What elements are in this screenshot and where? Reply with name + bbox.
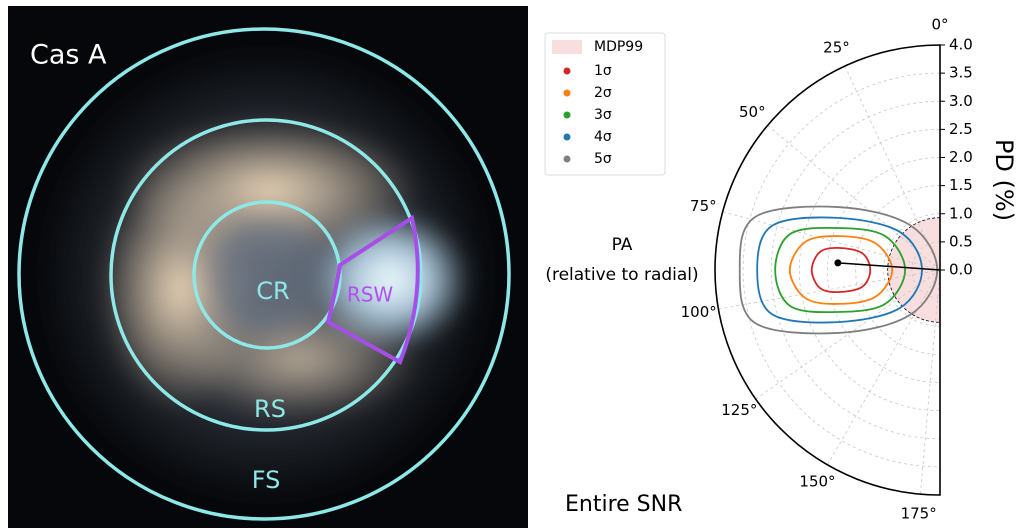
y-tick-label: 4.0 [949,36,973,54]
y-tick-label: 1.5 [949,176,973,194]
x-tick-label: 25° [823,38,850,56]
nebula [36,45,496,505]
contour [812,248,871,292]
x-tick-label: 75° [690,197,717,215]
region-label: RS [254,395,286,423]
legend-label: 4σ [594,129,612,145]
y-axis-label: PD (%) [990,139,1018,221]
region-label: CR [256,277,289,305]
region-label: RSW [347,283,394,307]
legend-marker [564,156,571,163]
legend-label: 5σ [594,151,612,167]
legend-marker [564,134,571,141]
legend-label: MDP99 [594,39,643,55]
x-tick-label: 175° [901,505,937,523]
polar-chart: 0.0 0.5 1.0 1.5 2.0 2.5 3.0 3.5 4.00° 25° 50° 75° 10… [545,16,1018,523]
region-label: FS [252,466,281,494]
legend-label: 2σ [594,85,612,101]
x-tick-label: 125° [721,401,757,419]
legend-label: 3σ [594,107,612,123]
x-tick-label: 100° [681,303,717,321]
legend-label: 1σ [594,63,612,79]
y-tick-label: 2.0 [949,148,973,166]
legend-swatch [552,40,582,54]
legend-marker [564,90,571,97]
y-tick-label: 1.0 [949,204,973,222]
center-point [834,259,841,266]
figure: Cas A CR RSW RS FS Entire SNR 0.0 0.5 1.0 1… [0,0,1022,528]
x-tick-label: 50° [739,103,766,121]
x-axis-label: PA (relative to radial) [545,235,698,285]
y-tick-label: 0.0 [949,261,973,279]
y-tick-label: 3.5 [949,64,973,82]
x-tick-label: 150° [799,473,835,491]
contour [790,236,892,304]
contour [775,228,905,312]
image-panel: Cas A CR RSW RS FS [8,6,528,528]
x-axis-label-line: (relative to radial) [545,265,698,285]
annotation: Entire SNR [565,492,682,517]
y-tick-label: 2.5 [949,120,973,138]
legend-marker [564,112,571,119]
y-tick-label: 3.0 [949,92,973,110]
image-title: Cas A [30,40,107,71]
x-axis-label-line: PA [612,235,633,255]
x-tick-label: 0° [931,16,948,34]
legend: MDP99 1σ 2σ 3σ 4σ 5σ [545,33,665,175]
y-tick-label: 0.5 [949,232,973,250]
legend-marker [564,68,571,75]
